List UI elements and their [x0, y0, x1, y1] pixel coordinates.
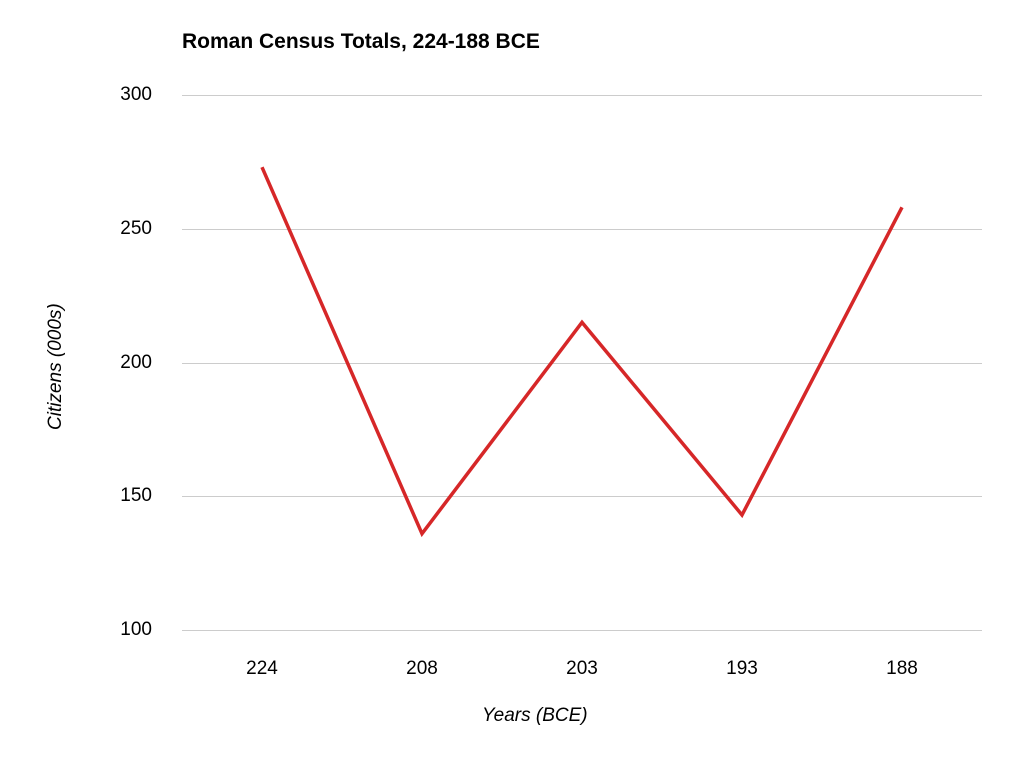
y-tick-label: 250: [102, 218, 152, 240]
plot-area: 100150200250300224208203193188: [182, 95, 982, 630]
data-line: [262, 167, 902, 533]
y-tick-label: 200: [102, 352, 152, 374]
x-tick-label: 208: [406, 658, 438, 680]
gridline: [182, 630, 982, 631]
y-tick-label: 300: [102, 84, 152, 106]
line-chart: Roman Census Totals, 224-188 BCE Citizen…: [0, 0, 1024, 777]
y-tick-label: 150: [102, 485, 152, 507]
y-axis-title: Citizens (000s): [45, 303, 67, 430]
x-tick-label: 224: [246, 658, 278, 680]
y-tick-label: 100: [102, 619, 152, 641]
x-tick-label: 188: [886, 658, 918, 680]
line-series: [182, 95, 982, 630]
x-axis-title: Years (BCE): [482, 705, 588, 727]
x-tick-label: 193: [726, 658, 758, 680]
chart-title: Roman Census Totals, 224-188 BCE: [182, 30, 540, 54]
x-tick-label: 203: [566, 658, 598, 680]
